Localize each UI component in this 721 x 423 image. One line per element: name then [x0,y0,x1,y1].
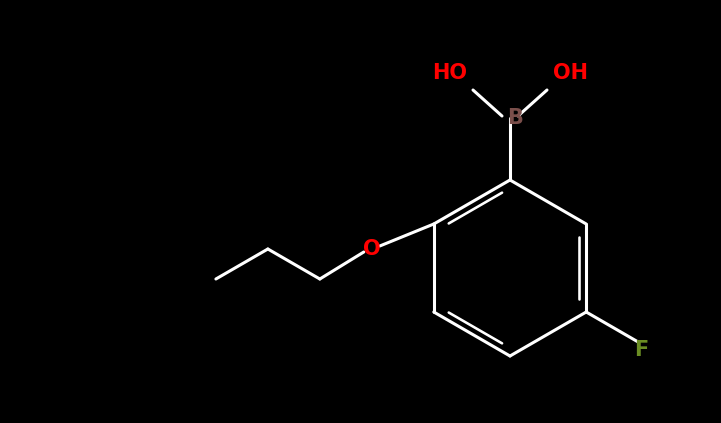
Text: HO: HO [433,63,467,83]
Text: F: F [634,340,648,360]
Text: O: O [363,239,381,259]
Text: OH: OH [552,63,588,83]
Text: B: B [507,108,523,128]
